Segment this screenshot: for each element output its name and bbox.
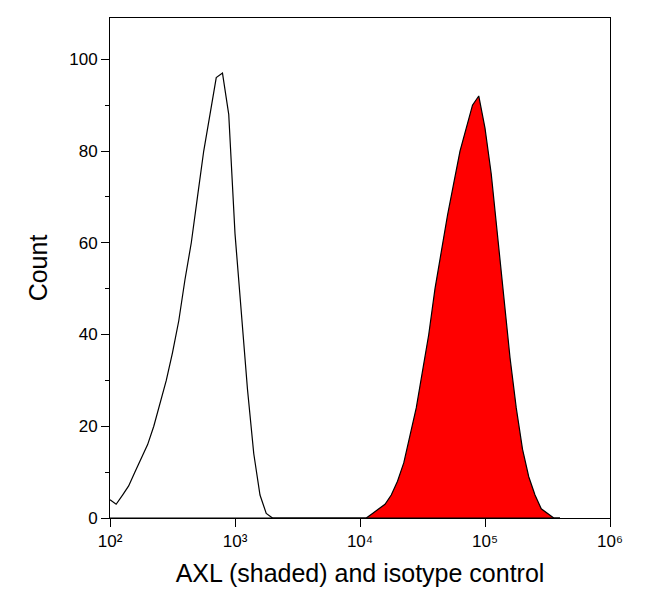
svg-text:10⁶: 10⁶ bbox=[597, 532, 623, 551]
svg-text:10³: 10³ bbox=[223, 532, 248, 551]
svg-text:20: 20 bbox=[79, 417, 98, 436]
svg-text:10⁴: 10⁴ bbox=[347, 532, 373, 551]
svg-text:40: 40 bbox=[79, 325, 98, 344]
svg-text:10²: 10² bbox=[98, 532, 123, 551]
svg-text:Count: Count bbox=[24, 235, 52, 302]
svg-text:AXL (shaded) and isotype contr: AXL (shaded) and isotype control bbox=[176, 559, 545, 587]
svg-text:100: 100 bbox=[69, 50, 97, 69]
svg-text:0: 0 bbox=[88, 509, 97, 528]
svg-text:10⁵: 10⁵ bbox=[472, 532, 498, 551]
svg-text:80: 80 bbox=[79, 142, 98, 161]
svg-text:60: 60 bbox=[79, 234, 98, 253]
